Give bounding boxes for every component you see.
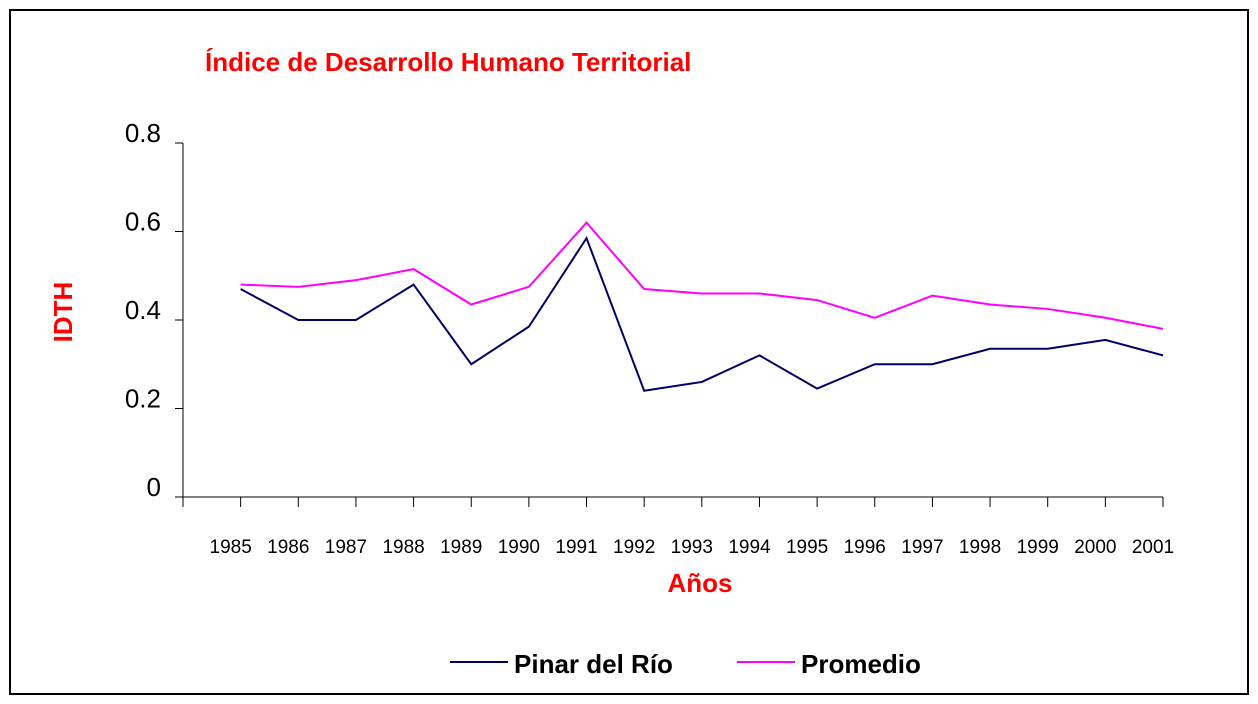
x-tick-label: 2000 [1074, 537, 1116, 558]
x-tick-label: 1993 [671, 537, 713, 558]
x-tick-label: 1990 [498, 537, 540, 558]
x-tick-label: 1992 [613, 537, 655, 558]
x-tick-label: 1985 [210, 537, 252, 558]
line-series [240, 221, 1164, 330]
legend-label: Promedio [801, 649, 921, 679]
x-tick-label: 1996 [844, 537, 886, 558]
x-tick-label: 1986 [267, 537, 309, 558]
y-tick-label: 0.2 [125, 383, 161, 413]
y-tick-label: 0.6 [125, 206, 161, 236]
x-tick-label: 1987 [325, 537, 367, 558]
x-tick-label: 1988 [382, 537, 424, 558]
y-tick-label: 0.4 [125, 295, 161, 325]
legend-label: Pinar del Río [514, 649, 673, 679]
x-tick-label: 1989 [440, 537, 482, 558]
x-tick-label: 2001 [1132, 537, 1174, 558]
x-tick-label: 1994 [728, 537, 771, 558]
y-tick-label: 0 [147, 472, 161, 502]
chart-title: Índice de Desarrollo Humano Territorial [205, 47, 691, 77]
x-axis-label: Años [668, 568, 733, 598]
line-series [240, 235, 1164, 392]
x-tick-label: 1998 [959, 537, 1001, 558]
y-axis-label: IDTH [48, 282, 78, 343]
x-tick-label: 1997 [901, 537, 943, 558]
x-tick-label: 1991 [555, 537, 597, 558]
y-tick-label: 0.8 [125, 118, 161, 148]
x-tick-label: 1999 [1017, 537, 1059, 558]
x-tick-label: 1995 [786, 537, 828, 558]
